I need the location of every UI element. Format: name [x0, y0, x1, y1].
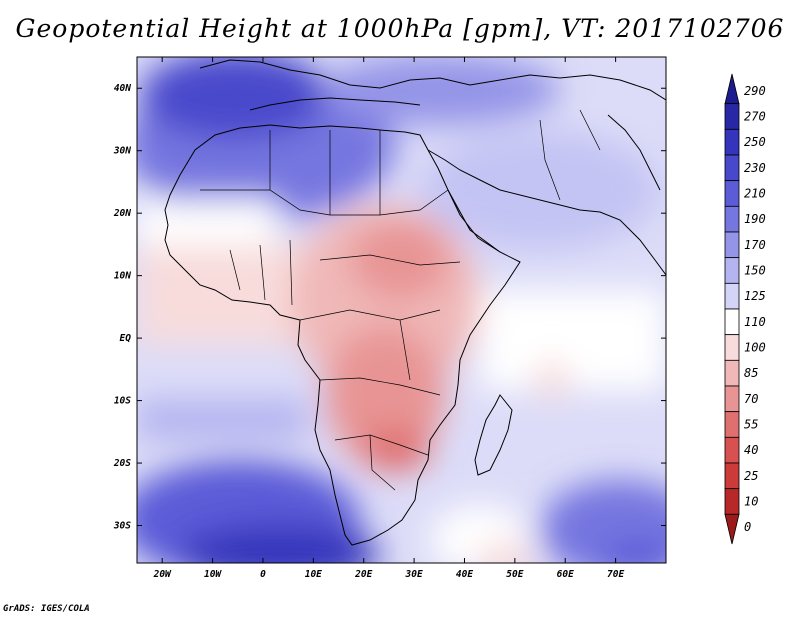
border-east-africa-lakes [399, 319, 411, 381]
colorbar-label: 70 [744, 392, 758, 406]
x-tick-label: 10W [204, 569, 222, 580]
map-title: Geopotential Height at 1000hPa [gpm], VT… [15, 14, 785, 43]
colorbar-swatch [724, 257, 740, 284]
field-arabia [420, 130, 660, 250]
colorbar-swatch [724, 411, 740, 438]
field-agulhas-warm [475, 542, 535, 563]
colorbar-label: 170 [744, 238, 766, 252]
red-sea-coastline [447, 189, 501, 253]
colorbar-swatch [724, 154, 740, 182]
map-area [137, 57, 666, 563]
x-tick-label: 50E [506, 569, 523, 580]
colorbar-label: 210 [744, 187, 766, 201]
field-south-atlantic-core [180, 525, 380, 563]
colorbar-swatch [724, 385, 740, 413]
colorbar-label: 230 [744, 161, 766, 175]
colorbar-label: 290 [744, 84, 766, 98]
colorbar-label: 10 [744, 495, 758, 509]
colorbar-label: 270 [744, 110, 766, 124]
border-west-africa [229, 239, 293, 306]
colorbar-swatch [724, 205, 740, 233]
y-tick-label: 30N [113, 146, 131, 157]
border-sahel-north [200, 189, 331, 216]
field-southern-africa-low [325, 325, 445, 465]
y-tick-label: 20N [113, 208, 131, 219]
colorbar-swatch [724, 462, 740, 490]
colorbar-swatch [724, 488, 740, 515]
field-indian-ocean-neutral [480, 290, 666, 390]
field-mozambique-channel-neutral [430, 505, 530, 563]
field-mediterranean-high [140, 57, 330, 140]
colorbar-swatch [724, 359, 740, 387]
colorbar-label: 190 [744, 212, 766, 226]
y-tick-label: 40N [114, 83, 131, 94]
border-central-belt [319, 254, 461, 266]
y-tick-label: EQ [120, 333, 132, 344]
border-south-africa [369, 434, 396, 491]
colorbar-label: 250 [744, 135, 766, 149]
colorbar-label: 85 [744, 366, 758, 380]
y-tick-label: 20S [113, 458, 131, 469]
border-congo-belt [299, 309, 441, 321]
colorbar-swatch [724, 180, 740, 207]
x-tick-label: 20W [153, 569, 172, 580]
madagascar-coastline [474, 394, 513, 476]
colorbar-label: 100 [744, 341, 766, 355]
colorbar-label: 55 [744, 418, 758, 432]
colorbar-swatch-top-arrow [724, 73, 740, 105]
x-tick-label: 70E [607, 569, 624, 580]
mediterranean-south-coast [249, 97, 421, 111]
country-borders [200, 109, 601, 491]
x-tick-label: 0 [260, 569, 266, 580]
colorbar-label: 25 [744, 469, 758, 483]
axis-ticks: 20W 10W 0 10E 20E 30E 40E 50E 60E 70E 40N 30N 20N 10N… [113, 57, 666, 580]
coastlines [164, 59, 666, 546]
colorbar-swatch [724, 436, 740, 464]
colorbar-label: 150 [744, 264, 766, 278]
colorbar: 2902702502302101901701501251101008570554… [724, 73, 766, 545]
field-west-africa-neutral [137, 200, 277, 250]
colorbar-swatch [724, 231, 740, 259]
colorbar-label: 110 [744, 315, 766, 329]
height-field-shading [137, 57, 666, 563]
x-tick-label: 20E [354, 569, 372, 580]
colorbar-label: 0 [744, 520, 751, 534]
arabia-india-coastline [427, 149, 666, 276]
colorbar-swatch [724, 128, 740, 156]
x-tick-label: 40E [456, 569, 473, 580]
border-angola-zambia [319, 377, 441, 396]
grads-credit: GrADS: IGES/COLA [3, 604, 90, 614]
field-middle-east-high [320, 57, 560, 125]
y-tick-label: 10S [114, 396, 131, 407]
field-sudan-low [350, 220, 450, 300]
y-tick-label: 30S [113, 521, 131, 532]
europe-asia-coastline [199, 59, 666, 101]
field-indian-ocean-core [600, 540, 666, 563]
border-middle-east [539, 109, 601, 201]
border-niger-chad [329, 130, 381, 216]
colorbar-swatch-bottom-arrow [724, 513, 740, 545]
colorbar-swatch [724, 103, 740, 130]
map-frame [136, 56, 667, 564]
colorbar-swatch [724, 334, 740, 361]
x-tick-label: 60E [557, 569, 574, 580]
field-indian-ocean-high [540, 480, 666, 563]
field-botswana-low [360, 428, 430, 472]
border-sudan-north [379, 189, 449, 216]
x-tick-label: 10E [305, 569, 322, 580]
y-tick-label: 10N [114, 271, 131, 282]
field-madagascar-east [534, 360, 570, 400]
colorbar-swatch [724, 282, 740, 310]
x-tick-label: 30E [405, 569, 423, 580]
border-namibia-botswana [334, 434, 429, 456]
field-south-atlantic-outer [137, 400, 307, 440]
colorbar-label: 40 [744, 443, 758, 457]
africa-coastline [164, 124, 521, 546]
persian-gulf-coast [607, 114, 661, 191]
colorbar-swatch [724, 308, 740, 336]
colorbar-label: 125 [744, 289, 766, 303]
